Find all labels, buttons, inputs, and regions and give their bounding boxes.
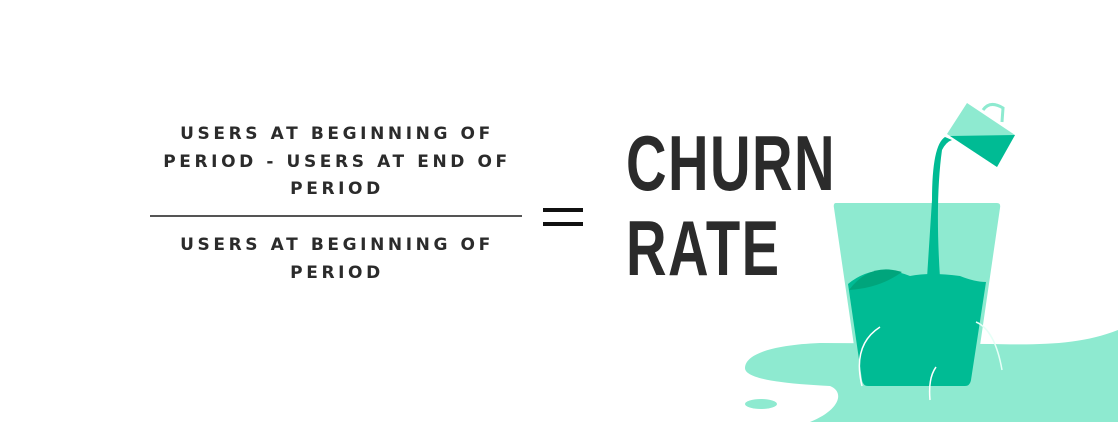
pitcher-icon bbox=[927, 103, 1015, 278]
equals-sign bbox=[543, 204, 583, 230]
leaking-glass-icon bbox=[833, 203, 1003, 401]
result-rate: RATE bbox=[626, 204, 781, 292]
fraction-bar bbox=[150, 215, 522, 217]
formula-numerator: USERS AT BEGINNING OF PERIOD - USERS AT … bbox=[163, 124, 511, 199]
formula-denominator: USERS AT BEGINNING OF PERIOD bbox=[180, 235, 494, 283]
